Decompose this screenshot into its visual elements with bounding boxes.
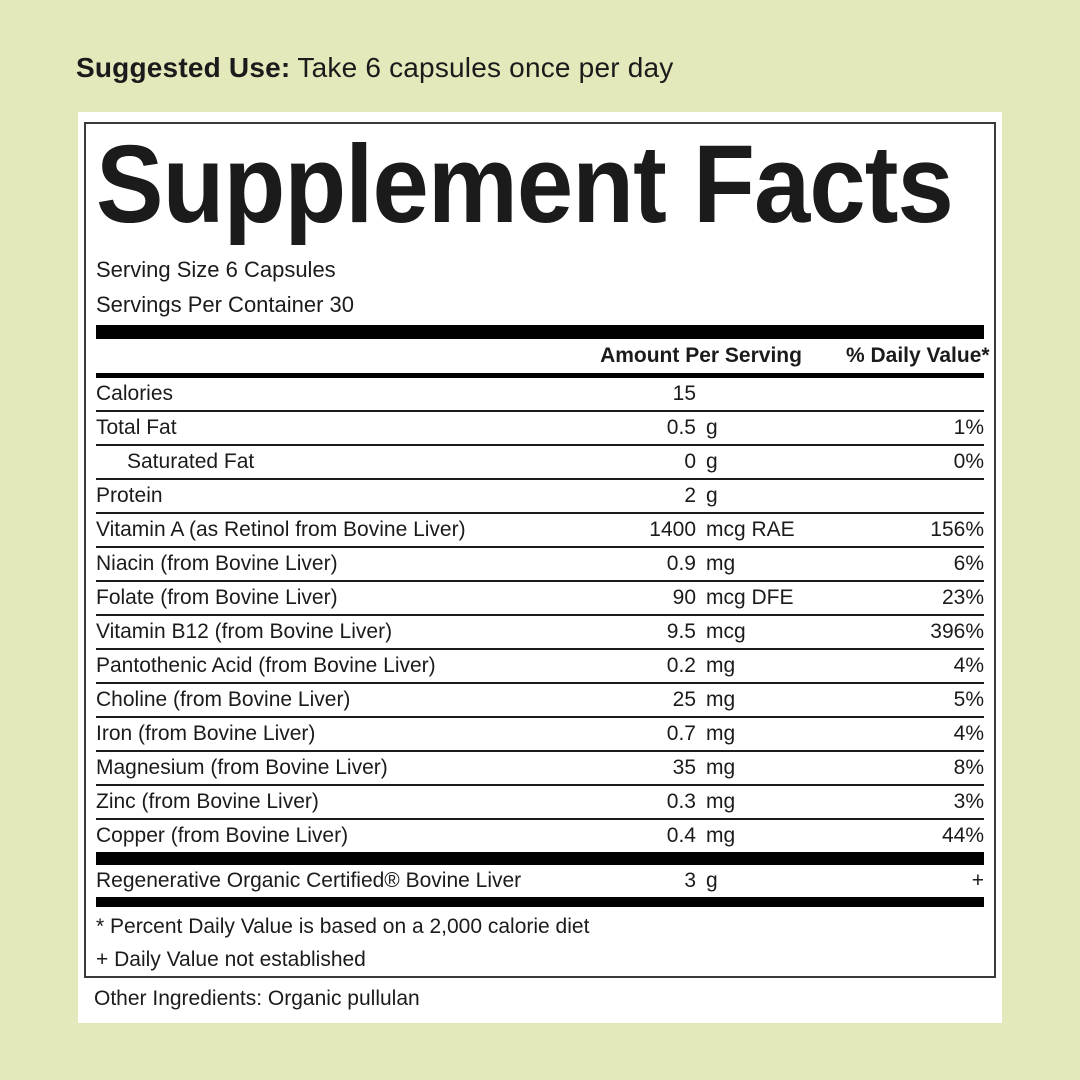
row-amount: 25 (672, 688, 696, 711)
table-row: Pantothenic Acid (from Bovine Liver) 0.2 m… (96, 650, 984, 684)
row-amount: 0.5 (666, 416, 696, 439)
row-unit: mcg RAE (706, 518, 795, 541)
row-amount: 0.3 (666, 790, 696, 813)
column-header-spacer (96, 339, 556, 373)
divider-bar-top (96, 325, 984, 339)
suggested-use-label: Suggested Use: (76, 52, 291, 83)
row-dv: 0% (953, 450, 984, 473)
divider-bar-bottom (96, 897, 984, 907)
row-unit: mg (706, 552, 736, 575)
row-amount: 2 (684, 484, 696, 507)
row-unit: mg (706, 756, 736, 779)
table-row: Vitamin B12 (from Bovine Liver) 9.5 mcg 396… (96, 616, 984, 650)
table-header-row: Amount Per Serving % Daily Value* (96, 339, 990, 373)
row-unit: g (706, 416, 718, 439)
panel-title: Supplement Facts (96, 123, 954, 246)
divider-bar-header (96, 373, 984, 378)
row-amount: 0.2 (666, 654, 696, 677)
row-label: Iron (from Bovine Liver) (96, 722, 316, 745)
table-row: Vitamin A (as Retinol from Bovine Liver)… (96, 514, 984, 548)
row-label: Vitamin B12 (from Bovine Liver) (96, 620, 393, 643)
table-row: Total Fat 0.5 g 1% (96, 412, 984, 446)
servings-per-container: Servings Per Container 30 (96, 292, 355, 317)
row-unit (696, 378, 826, 410)
row-dv: 1% (953, 416, 984, 439)
row-dv: 44% (941, 824, 984, 847)
suggested-use-text: Take 6 capsules once per day (297, 52, 674, 83)
row-unit: mcg DFE (706, 586, 794, 609)
row-amount: 35 (672, 756, 696, 779)
row-dv: 5% (953, 688, 984, 711)
table-row: Folate (from Bovine Liver) 90 mcg DFE 23% (96, 582, 984, 616)
row-amount: 0.7 (666, 722, 696, 745)
row-amount: 0.9 (666, 552, 696, 575)
table-row: Iron (from Bovine Liver) 0.7 mg 4% (96, 718, 984, 752)
row-label: Total Fat (96, 416, 177, 439)
row-unit: g (706, 869, 718, 892)
row-dv: 23% (941, 586, 984, 609)
row-label: Protein (96, 484, 163, 507)
row-amount: 3 (684, 869, 696, 892)
row-label: Magnesium (from Bovine Liver) (96, 756, 388, 779)
column-header-amount: Amount Per Serving (600, 344, 802, 367)
row-unit: mg (706, 722, 736, 745)
row-amount: 1400 (649, 518, 696, 541)
table-row: Zinc (from Bovine Liver) 0.3 mg 3% (96, 786, 984, 820)
row-dv: 6% (953, 552, 984, 575)
row-label: Saturated Fat (127, 450, 255, 473)
row-unit: mg (706, 688, 736, 711)
row-label: Regenerative Organic Certified® Bovine L… (96, 869, 522, 892)
row-label: Pantothenic Acid (from Bovine Liver) (96, 654, 436, 677)
row-dv: 4% (953, 722, 984, 745)
row-dv (826, 378, 984, 410)
row-dv: 3% (953, 790, 984, 813)
row-dv: 4% (953, 654, 984, 677)
table-row: Copper (from Bovine Liver) 0.4 mg 44% (96, 820, 984, 852)
row-dv: 396% (930, 620, 984, 643)
row-label: Folate (from Bovine Liver) (96, 586, 338, 609)
row-label: Niacin (from Bovine Liver) (96, 552, 338, 575)
footnote-dv-not-established: + Daily Value not established (96, 948, 366, 971)
row-unit: mg (706, 824, 736, 847)
table-row: Magnesium (from Bovine Liver) 35 mg 8% (96, 752, 984, 786)
supplement-facts-box: Supplement Facts Serving Size 6 Capsules… (84, 122, 996, 978)
row-label: Choline (from Bovine Liver) (96, 688, 351, 711)
row-label: Calories (96, 382, 174, 405)
row-amount: 0.4 (666, 824, 696, 847)
row-label: Vitamin A (as Retinol from Bovine Liver) (96, 518, 466, 541)
row-dv (826, 480, 984, 512)
table-row: Protein 2 g (96, 480, 984, 514)
table-row: Saturated Fat 0 g 0% (96, 446, 984, 480)
row-label: Copper (from Bovine Liver) (96, 824, 349, 847)
divider-bar-mid (96, 852, 984, 865)
row-unit: mg (706, 790, 736, 813)
row-amount: 0 (684, 450, 696, 473)
row-dv: 156% (930, 518, 984, 541)
table-row: Niacin (from Bovine Liver) 0.9 mg 6% (96, 548, 984, 582)
row-amount: 9.5 (666, 620, 696, 643)
row-dv: 8% (953, 756, 984, 779)
column-header-dv: % Daily Value* (846, 344, 990, 367)
table-row-bovine-liver: Regenerative Organic Certified® Bovine L… (96, 865, 984, 897)
suggested-use-heading: Suggested Use: Take 6 capsules once per d… (76, 52, 673, 84)
row-unit: mg (706, 654, 736, 677)
row-unit: g (706, 450, 718, 473)
row-amount: 15 (672, 382, 696, 405)
nutrient-table: Calories 15 Total Fat 0.5 g 1% Saturated Fat 0 g… (96, 378, 984, 852)
row-unit: mcg (706, 620, 746, 643)
row-label: Zinc (from Bovine Liver) (96, 790, 319, 813)
serving-size: Serving Size 6 Capsules (96, 257, 336, 282)
row-dv: + (971, 869, 984, 892)
footnote-percent-dv: * Percent Daily Value is based on a 2,00… (96, 915, 590, 938)
supplement-facts-card: Supplement Facts Serving Size 6 Capsules… (78, 112, 1002, 1023)
table-row: Choline (from Bovine Liver) 25 mg 5% (96, 684, 984, 718)
table-row: Calories 15 (96, 378, 984, 412)
other-ingredients: Other Ingredients: Organic pullulan (94, 987, 420, 1010)
row-unit: g (706, 484, 718, 507)
row-amount: 90 (672, 586, 696, 609)
